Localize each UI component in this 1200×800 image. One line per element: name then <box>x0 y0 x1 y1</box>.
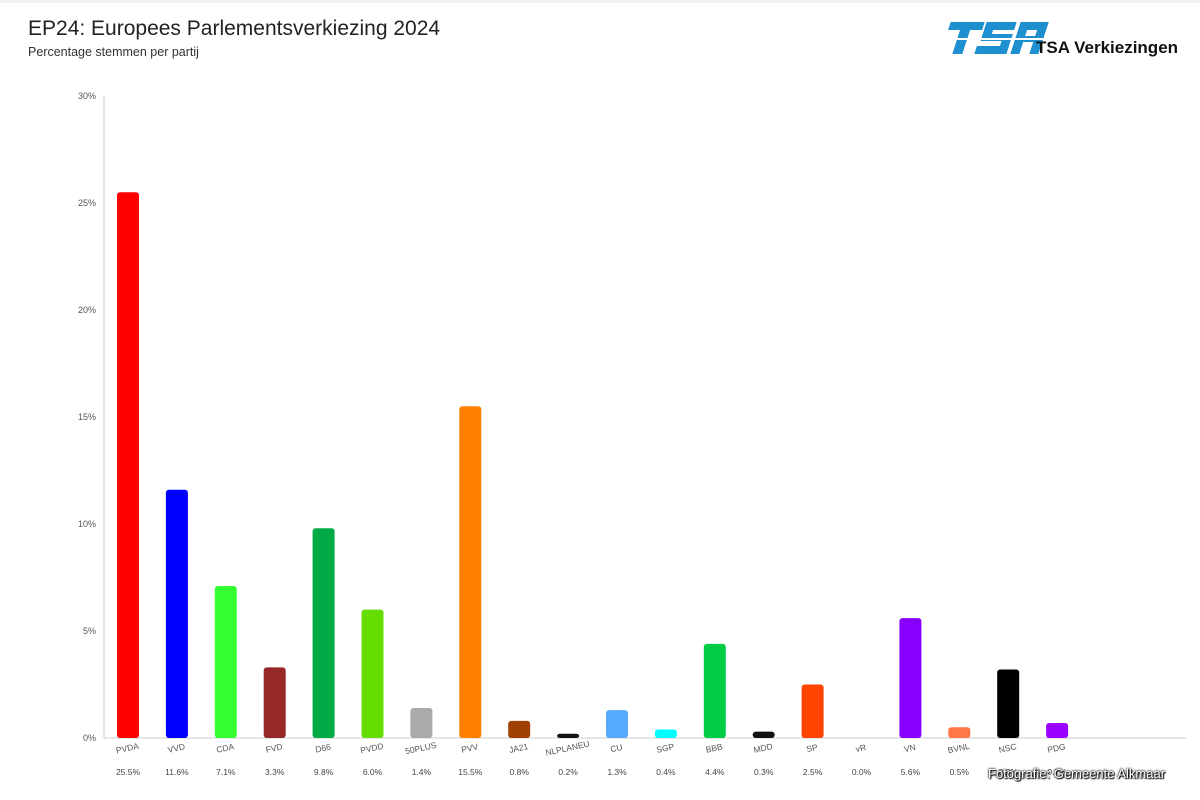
tsa-logo-mark <box>936 22 1049 54</box>
chart-subtitle: Percentage stemmen per partij <box>28 45 199 59</box>
bar-bvnl <box>948 727 971 738</box>
bar-cda <box>214 586 237 738</box>
y-tick-label: 20% <box>78 305 96 315</box>
photo-credit: Fotografie: Gemeente Alkmaar <box>988 766 1166 781</box>
bar-fvd <box>263 667 286 738</box>
bars-layer <box>117 192 1069 739</box>
x-tick-label: VVD <box>167 741 186 754</box>
value-label: 0.5% <box>950 767 970 777</box>
bar-nlplaneu <box>557 733 580 738</box>
bar-pdg <box>1046 723 1069 738</box>
value-label: 0.2% <box>558 767 578 777</box>
value-label: 1.4% <box>412 767 432 777</box>
value-label: 0.0% <box>852 767 872 777</box>
x-tick-label: vR <box>855 742 867 754</box>
bar-d66 <box>312 528 335 738</box>
bar-bbb <box>703 643 726 738</box>
x-tick-label: VN <box>903 742 917 754</box>
x-tick-label: BBB <box>705 741 724 754</box>
x-tick-label: PDG <box>1046 741 1066 755</box>
value-label: 0.7% <box>1047 767 1067 777</box>
x-tick-label: CDA <box>215 741 235 755</box>
x-tick-label: MDD <box>753 741 774 755</box>
value-label: 0.3% <box>754 767 774 777</box>
x-tick-label: PVDD <box>359 741 384 756</box>
value-label: 1.3% <box>607 767 627 777</box>
value-label: 3.2% <box>999 767 1019 777</box>
y-tick-label: 10% <box>78 519 96 529</box>
bar-ja21 <box>508 720 531 738</box>
value-label: 2.5% <box>803 767 823 777</box>
x-tick-label: NLPLANEU <box>544 739 590 758</box>
value-label: 7.1% <box>216 767 236 777</box>
x-tick-label: NSC <box>998 741 1018 755</box>
bar-mdd <box>752 731 775 738</box>
bar-cu <box>606 710 628 738</box>
x-tick-label: BVNL <box>947 741 971 755</box>
value-label: 0.8% <box>510 767 530 777</box>
value-label: 3.3% <box>265 767 285 777</box>
x-tick-label: SGP <box>655 741 675 755</box>
y-tick-label: 25% <box>78 198 96 208</box>
top-border <box>0 0 1200 3</box>
value-label: 15.5% <box>458 767 483 777</box>
bar-vvd <box>165 489 188 738</box>
chart-title: EP24: Europees Parlementsverkiezing 2024 <box>28 17 441 40</box>
x-tick-label: PVV <box>460 741 479 754</box>
value-label: 4.4% <box>705 767 725 777</box>
value-label: 9.8% <box>314 767 334 777</box>
axis-layer: 0% 5% 10% 15% 20% 25% 30% <box>78 91 1186 743</box>
x-tick-label: 50PLUS <box>404 740 437 756</box>
value-label: 25.5% <box>116 767 141 777</box>
value-label: 11.6% <box>165 767 189 777</box>
value-label: 5.6% <box>901 767 921 777</box>
x-tick-label: PVDA <box>115 741 140 756</box>
x-tick-label: FVD <box>265 741 284 754</box>
y-tick-label: 0% <box>83 733 96 743</box>
bar-50plus <box>410 708 433 738</box>
x-tick-label: JA21 <box>508 741 529 755</box>
x-tick-label: SP <box>805 742 818 754</box>
value-label: 6.0% <box>363 767 383 777</box>
value-label: 0.4% <box>656 767 676 777</box>
tsa-logo <box>936 22 1049 54</box>
bar-sp <box>801 684 824 738</box>
bar-vn <box>899 618 922 738</box>
bar-pvdd <box>361 609 384 738</box>
y-tick-label: 30% <box>78 91 96 101</box>
bar-pvda <box>117 192 139 739</box>
y-tick-label: 15% <box>78 412 96 422</box>
bar-pvv <box>459 406 482 738</box>
bar-nsc <box>997 669 1020 738</box>
labels-layer: PVDA 25.5% VVD 11.6% CDA 7.1% FVD 3.3% D66 9.8% PV… <box>115 739 1067 777</box>
x-tick-label: CU <box>609 742 623 754</box>
y-tick-label: 5% <box>83 626 96 636</box>
tsa-logo-text: TSA Verkiezingen <box>1036 38 1179 57</box>
bar-sgp <box>654 729 677 738</box>
x-tick-label: D66 <box>314 741 332 754</box>
